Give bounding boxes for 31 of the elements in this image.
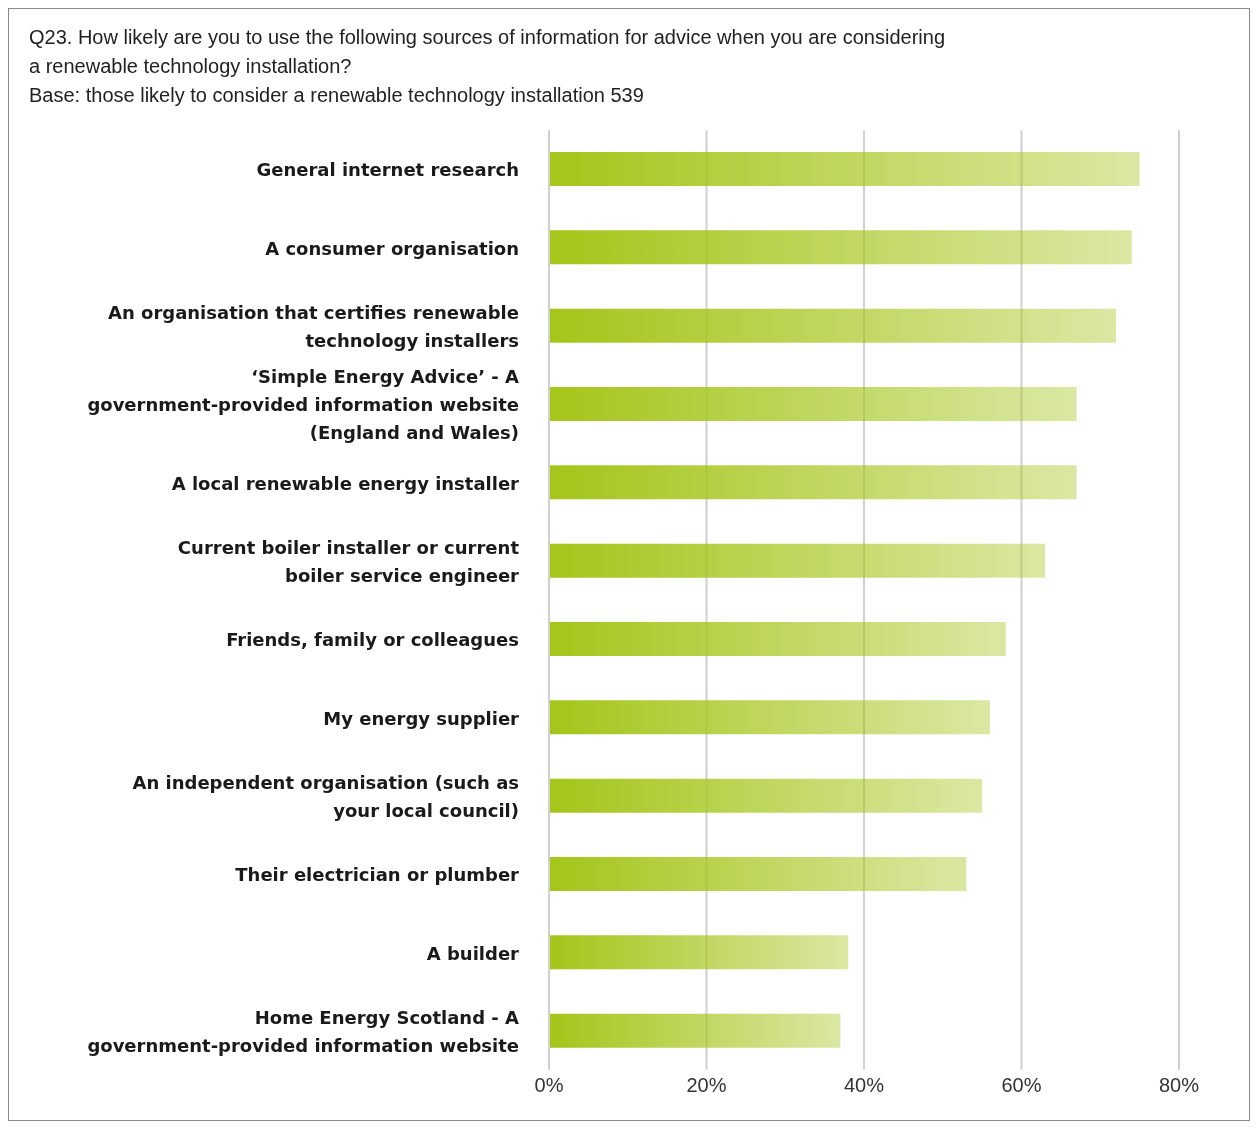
x-tick-label: 40% (843, 1074, 885, 1097)
y-tick-label: An organisation that certifies renewable technology installers (108, 301, 519, 351)
bar (549, 387, 1077, 421)
chart-title: Q23. How likely are you to use the following sources of information for advice when you are considering a renewable technology installation? (29, 25, 947, 79)
y-tick-label: Home Energy Scotland - A government-provided information website (87, 1006, 520, 1056)
y-tick-label: A builder (426, 942, 520, 964)
x-tick-label: 60% (1001, 1074, 1042, 1097)
bar (549, 152, 1140, 186)
bar (549, 543, 1046, 578)
y-tick-label: Current boiler installer or current boiler service engineer (177, 536, 520, 586)
bar (549, 230, 1132, 265)
bar (549, 935, 849, 970)
bar (549, 465, 1077, 500)
bar (549, 700, 990, 735)
bar (549, 622, 1006, 656)
y-tick-label: A local renewable energy installer (171, 472, 520, 494)
x-tick-label: 0% (534, 1074, 564, 1097)
y-tick-label: ‘Simple Energy Advice’ - A government-provided information website (England and Wales) (87, 366, 520, 444)
x-tick-label: 20% (686, 1074, 727, 1097)
text: Base: those likely to consider a renewable technology installation 539 (29, 83, 645, 108)
y-tick-label: My energy supplier (323, 707, 520, 729)
x-tick-label: 80% (1158, 1074, 1200, 1097)
y-tick-label: An independent organisation (such as your local council) (132, 771, 519, 821)
y-tick-label: Their electrician or plumber (235, 864, 520, 886)
bar (549, 308, 1116, 343)
y-tick-label: A consumer organisation (265, 237, 519, 259)
bar (549, 857, 967, 891)
y-tick-label: Friends, family or colleagues (226, 629, 519, 651)
bar (549, 778, 983, 813)
y-tick-label: General internet research (256, 159, 519, 181)
bar (549, 1013, 841, 1048)
